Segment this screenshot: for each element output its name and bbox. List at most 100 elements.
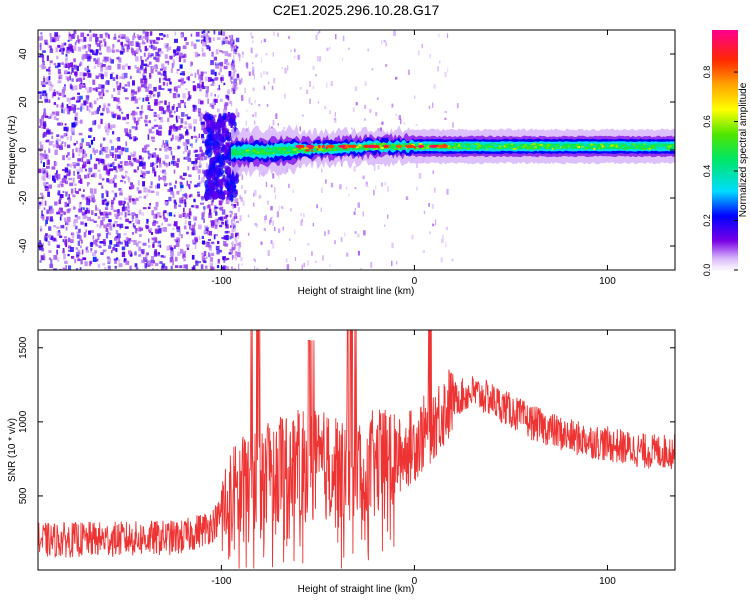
heatmap-cell xyxy=(235,37,240,43)
heatmap-cell xyxy=(71,233,75,239)
heatmap-cell xyxy=(145,123,148,127)
heatmap-cell xyxy=(413,146,418,149)
heatmap-cell xyxy=(276,150,280,153)
heatmap-cell xyxy=(51,140,55,143)
heatmap-cell xyxy=(79,84,82,90)
heatmap-cell xyxy=(234,213,237,219)
heatmap-cell xyxy=(192,104,196,108)
heatmap-cell xyxy=(402,146,406,149)
heatmap-cell xyxy=(646,142,649,145)
heatmap-cell xyxy=(111,250,113,254)
heatmap-cell xyxy=(121,86,125,90)
heatmap-cell xyxy=(611,144,614,147)
heatmap-cell xyxy=(68,194,70,200)
heatmap-cell xyxy=(169,187,173,193)
heatmap-cell xyxy=(253,202,255,207)
heatmap-cell xyxy=(201,212,205,218)
heatmap-cell xyxy=(231,87,234,92)
heatmap-cell xyxy=(188,215,191,220)
heatmap-cell xyxy=(57,62,61,68)
heatmap-cell xyxy=(232,72,235,78)
heatmap-cell xyxy=(231,241,233,245)
heatmap-cell xyxy=(125,63,128,67)
heatmap-cell xyxy=(87,56,91,62)
heatmap-cell xyxy=(99,160,102,163)
heatmap-cell xyxy=(164,54,168,59)
heatmap-cell xyxy=(102,239,106,245)
heatmap-cell xyxy=(120,189,122,196)
heatmap-cell xyxy=(50,84,54,88)
heatmap-cell xyxy=(620,143,625,146)
heatmap-cell xyxy=(113,88,116,92)
heatmap-cell xyxy=(87,70,91,76)
heatmap-cell xyxy=(193,86,197,92)
heatmap-peak xyxy=(443,144,448,148)
heatmap-cell xyxy=(224,258,228,261)
heatmap-cell xyxy=(209,210,211,216)
heatmap-cell xyxy=(543,146,548,149)
heatmap-cell xyxy=(170,151,173,156)
heatmap-cell xyxy=(221,222,225,225)
heatmap-cell xyxy=(187,98,191,101)
heatmap-cell xyxy=(62,169,66,172)
heatmap-cell xyxy=(163,142,166,148)
heatmap-cell xyxy=(206,32,208,37)
heatmap-cell xyxy=(133,91,138,95)
heatmap-cell xyxy=(357,250,360,256)
heatmap-cell xyxy=(92,235,95,240)
heatmap-cell xyxy=(140,116,143,119)
heatmap-cell xyxy=(489,145,492,148)
heatmap-cell xyxy=(88,135,92,138)
heatmap-cell xyxy=(101,89,105,94)
heatmap-cell xyxy=(125,36,129,41)
heatmap-cell xyxy=(105,169,108,175)
heatmap-cell xyxy=(149,185,153,189)
heatmap-cell xyxy=(163,75,167,80)
heatmap-cell xyxy=(299,126,301,132)
heatmap-cell xyxy=(221,193,226,201)
heatmap-cell xyxy=(231,204,234,207)
heatmap-cell xyxy=(254,151,258,154)
colorbar-segment xyxy=(712,260,738,263)
heatmap-cell xyxy=(437,66,439,72)
heatmap-cell xyxy=(185,114,189,117)
heatmap-cell xyxy=(195,139,198,143)
colorbar-segment xyxy=(712,234,738,237)
heatmap-cell xyxy=(90,241,93,248)
colorbar-segment xyxy=(712,206,738,209)
heatmap-cell xyxy=(123,200,125,206)
heatmap-cell xyxy=(88,145,92,148)
heatmap-cell xyxy=(123,259,127,263)
heatmap-cell xyxy=(74,187,77,193)
heatmap-cell xyxy=(442,234,444,240)
heatmap-cell xyxy=(184,202,187,208)
heatmap-cell xyxy=(191,62,193,66)
colorbar-segment xyxy=(712,200,738,203)
heatmap-cell xyxy=(60,210,65,214)
heatmap-cell xyxy=(117,164,121,168)
heatmap-cell xyxy=(361,147,366,150)
heatmap-cell xyxy=(110,202,114,207)
colorbar-segment xyxy=(712,188,738,191)
heatmap-cell xyxy=(48,205,53,211)
heatmap-cell xyxy=(68,33,72,38)
heatmap-cell xyxy=(147,154,152,158)
heatmap-cell xyxy=(140,157,144,161)
heatmap-cell xyxy=(419,143,423,145)
heatmap-cell xyxy=(121,206,125,212)
heatmap-cell xyxy=(112,124,116,128)
heatmap-cell xyxy=(95,49,99,54)
heatmap-cell xyxy=(45,140,50,143)
heatmap-cell xyxy=(187,153,190,158)
heatmap-cell xyxy=(64,84,66,87)
heatmap-cell xyxy=(286,149,291,152)
heatmap-cell xyxy=(180,135,184,139)
heatmap-cell xyxy=(282,226,284,231)
heatmap-cell xyxy=(405,196,409,200)
heatmap-cell xyxy=(432,223,435,227)
heatmap-cell xyxy=(166,47,169,52)
heatmap-cell xyxy=(49,33,52,37)
heatmap-cell xyxy=(166,82,169,87)
heatmap-cell xyxy=(80,180,83,184)
heatmap-cell xyxy=(143,145,148,150)
